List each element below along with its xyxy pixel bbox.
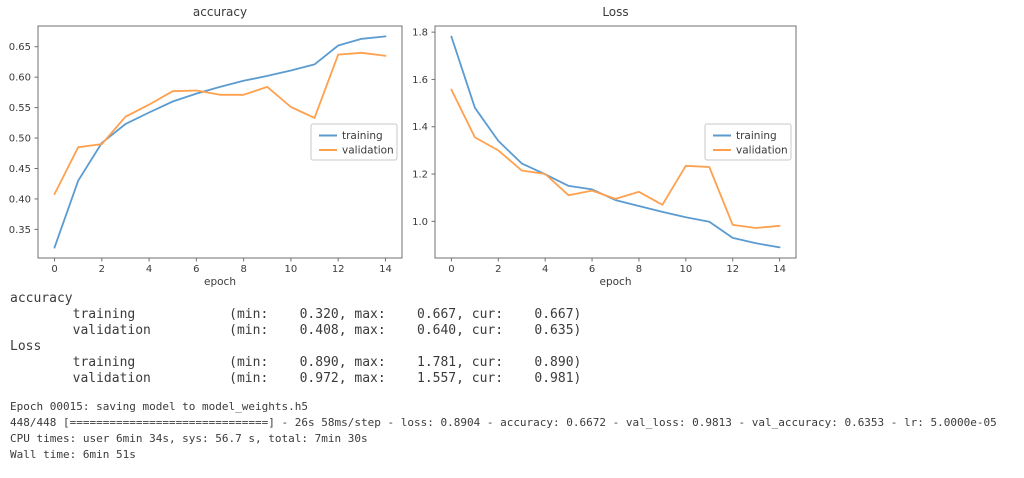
svg-text:10: 10	[679, 264, 692, 275]
training-log: Epoch 00015: saving model to model_weigh…	[10, 400, 997, 461]
training-line	[450, 35, 781, 249]
plot-frame	[434, 25, 797, 259]
x-axis-label: epoch	[600, 276, 632, 288]
svg-text:2: 2	[495, 264, 501, 275]
training-line	[53, 35, 387, 249]
svg-text:12: 12	[726, 264, 739, 275]
svg-text:1.4: 1.4	[412, 122, 428, 133]
svg-text:0.65: 0.65	[9, 42, 31, 53]
accuracy-chart: 0 2 4 6 8 10 12 14 0.35 0.40 0.45 0.50 0.55 0.60 0.65 a…	[9, 5, 403, 288]
svg-text:1.0: 1.0	[412, 217, 428, 228]
svg-text:6: 6	[589, 264, 595, 275]
svg-text:4: 4	[542, 264, 548, 275]
validation-line	[450, 88, 781, 229]
legend-validation-label: validation	[736, 145, 788, 157]
svg-text:14: 14	[773, 264, 786, 275]
legend: training validation	[310, 123, 398, 161]
svg-text:14: 14	[379, 264, 392, 275]
y-axis-ticks: 0.35 0.40 0.45 0.50 0.55 0.60 0.65	[9, 42, 38, 236]
loss-chart: 0 2 4 6 8 10 12 14 1.0 1.2 1.4 1.6 1.8 Loss epoch train…	[412, 5, 797, 288]
legend-training-label: training	[342, 130, 383, 142]
svg-text:1.8: 1.8	[412, 28, 428, 39]
svg-text:0: 0	[51, 264, 57, 275]
svg-text:1.6: 1.6	[412, 75, 428, 86]
svg-text:0.35: 0.35	[9, 225, 31, 236]
x-axis-ticks: 0 2 4 6 8 10 12 14	[51, 258, 392, 275]
x-axis-label: epoch	[204, 276, 236, 288]
svg-text:4: 4	[146, 264, 152, 275]
svg-text:0.45: 0.45	[9, 164, 31, 175]
svg-text:0: 0	[448, 264, 454, 275]
svg-text:8: 8	[636, 264, 642, 275]
legend: training validation	[704, 123, 792, 161]
svg-text:1.2: 1.2	[412, 170, 428, 181]
plot-frame	[37, 25, 403, 259]
svg-text:6: 6	[193, 264, 199, 275]
validation-line	[53, 51, 387, 196]
x-axis-ticks: 0 2 4 6 8 10 12 14	[448, 258, 786, 275]
legend-training-label: training	[736, 130, 777, 142]
charts-canvas: 0 2 4 6 8 10 12 14 0.35 0.40 0.45 0.50 0.55 0.60 0.65 a…	[9, 5, 797, 288]
chart-title: accuracy	[193, 5, 247, 19]
svg-text:8: 8	[240, 264, 246, 275]
legend-validation-label: validation	[342, 145, 394, 157]
chart-title: Loss	[602, 5, 628, 19]
metrics-summary: accuracy training (min: 0.320, max: 0.66…	[10, 291, 582, 386]
svg-text:2: 2	[99, 264, 105, 275]
svg-text:0.50: 0.50	[9, 134, 31, 145]
svg-text:0.55: 0.55	[9, 103, 31, 114]
y-axis-ticks: 1.0 1.2 1.4 1.6 1.8	[412, 28, 435, 228]
svg-text:10: 10	[285, 264, 298, 275]
svg-text:0.40: 0.40	[9, 194, 31, 205]
svg-text:0.60: 0.60	[9, 73, 31, 84]
training-figure: 0 2 4 6 8 10 12 14 0.35 0.40 0.45 0.50 0.55 0.60 0.65 a…	[9, 5, 797, 288]
svg-text:12: 12	[332, 264, 345, 275]
